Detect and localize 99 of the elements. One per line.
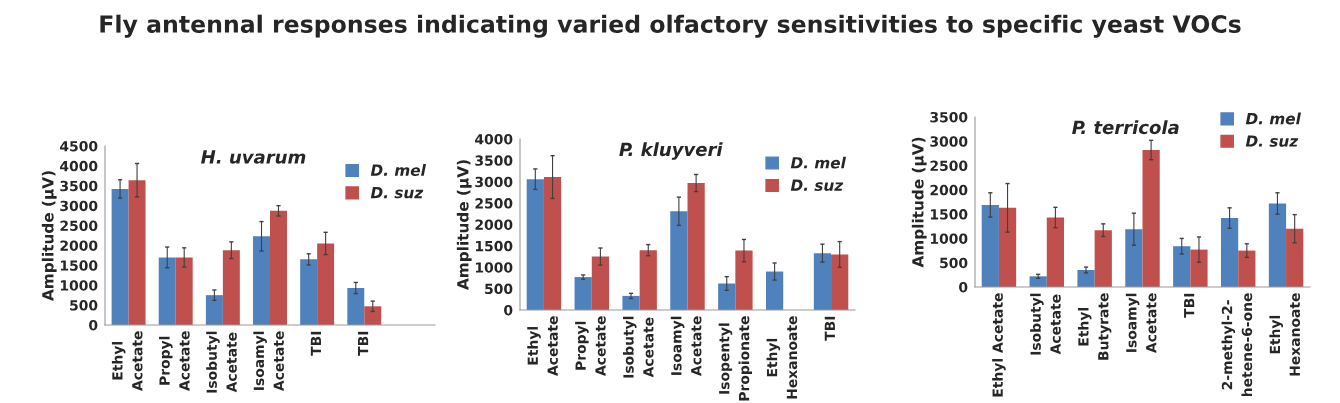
- bar: [253, 236, 270, 325]
- y-tick-label: 2500: [60, 220, 98, 232]
- bar: [1190, 249, 1208, 287]
- y-tick-label: 0: [959, 281, 968, 293]
- bar: [222, 250, 240, 325]
- y-tick-label: 2500: [930, 160, 968, 172]
- bar: [998, 207, 1017, 287]
- y-axis-title: Amplitude (µV): [41, 171, 57, 301]
- x-tick-label: Propyl Acetate: [159, 331, 190, 391]
- text: Fly antennal responses indicating varied olfactory sensitivities to specific yeast VOCs: [100, 14, 1241, 38]
- y-axis-title: Amplitude (µV): [911, 137, 927, 268]
- bar: [1125, 229, 1143, 287]
- legend-label: D. mel: [790, 156, 846, 169]
- y-tick-label: 1000: [930, 233, 968, 244]
- bar: [687, 183, 705, 310]
- bar: [1238, 250, 1256, 287]
- bar: [158, 257, 176, 325]
- x-tick-label: Isopentyl Propionate: [718, 316, 753, 401]
- bar: [1173, 246, 1191, 287]
- bar: [1046, 217, 1065, 287]
- bar: [981, 204, 999, 287]
- x-tick-label: Isobutyl Acetate: [622, 316, 654, 378]
- legend-label: D. mel: [370, 164, 426, 176]
- y-tick-label: 500: [70, 300, 98, 311]
- y-tick-label: 1500: [930, 209, 968, 220]
- y-tick-label: 1500: [60, 260, 98, 271]
- bar: [591, 256, 610, 310]
- bar: [543, 177, 562, 310]
- bar: [1142, 150, 1160, 287]
- chart-title: P. kluyveri: [619, 142, 723, 160]
- y-tick-label: 3500: [60, 180, 98, 192]
- x-tick-label: Isobutyl Acetate: [1030, 293, 1061, 355]
- bar: [364, 306, 382, 325]
- x-tick-label: Isoamyl Acetate: [670, 316, 702, 377]
- y-tick-label: 1000: [60, 280, 98, 291]
- bar: [670, 211, 688, 310]
- y-tick-label: 0: [504, 304, 513, 316]
- y-tick-label: 4000: [475, 133, 513, 145]
- x-tick-label: Isoamyl Acetate: [1125, 293, 1157, 354]
- bar: [1077, 270, 1095, 287]
- bar: [300, 259, 318, 325]
- bar: [813, 253, 832, 310]
- bar: [1286, 228, 1304, 287]
- x-tick-label: Ethyl Acetate: [527, 316, 558, 376]
- legend-label: D. mel: [1245, 112, 1301, 125]
- y-tick-label: 0: [89, 319, 98, 331]
- bar: [205, 295, 223, 325]
- bar: [270, 210, 287, 325]
- chart-title: P. terricola: [1072, 120, 1179, 135]
- y-tick-label: 2000: [930, 184, 968, 196]
- y-tick-label: 3500: [930, 111, 968, 123]
- bar: [111, 188, 129, 325]
- bar: [718, 283, 736, 310]
- x-tick-label: Isoamyl Acetate: [253, 331, 284, 392]
- y-tick-label: 3000: [475, 176, 513, 188]
- y-tick-label: 1000: [475, 262, 513, 273]
- y-tick-label: 2000: [475, 219, 513, 230]
- bar: [622, 295, 640, 310]
- bar: [831, 254, 849, 310]
- x-tick-label: TBI: [310, 331, 321, 356]
- x-tick-label: TBI: [357, 331, 369, 356]
- y-tick-label: 4500: [60, 140, 98, 152]
- x-tick-label: Ethyl Hexanoate: [766, 316, 798, 399]
- x-tick-label: Ethyl Acetate: [992, 293, 1006, 397]
- bar: [526, 179, 544, 310]
- bar: [639, 250, 657, 310]
- y-tick-label: 1500: [475, 240, 513, 252]
- y-tick-label: 3000: [60, 200, 98, 212]
- x-tick-label: Ethyl Butyrate: [1077, 293, 1112, 360]
- y-tick-label: 2000: [60, 240, 98, 251]
- y-axis-title: Amplitude (µV): [456, 160, 472, 290]
- bar: [765, 271, 784, 310]
- x-tick-label: Ethyl Hexanoate: [1269, 293, 1301, 376]
- legend-label: D. suz: [1245, 135, 1299, 147]
- bar: [347, 288, 365, 325]
- y-tick-label: 4000: [60, 160, 98, 172]
- bar: [735, 250, 753, 310]
- bar: [128, 180, 146, 325]
- x-tick-label: Ethyl Acetate: [111, 331, 143, 391]
- y-tick-label: 3500: [475, 155, 513, 166]
- bar: [574, 277, 592, 310]
- x-tick-label: Propyl Acetate: [575, 316, 606, 376]
- bar: [1268, 203, 1287, 287]
- x-tick-label: TBI: [1184, 293, 1195, 318]
- x-tick-label: TBI: [824, 316, 835, 341]
- bar: [175, 257, 193, 325]
- bar: [1094, 230, 1112, 287]
- chart-title: H. uvarum: [201, 150, 306, 164]
- x-tick-label: Isobutyl Acetate: [206, 331, 237, 393]
- legend-label: D. suz: [370, 187, 424, 199]
- x-tick-label: 2-methyl-2- hetene-6-one: [1221, 293, 1253, 397]
- bar: [1029, 276, 1047, 287]
- y-tick-label: 3000: [930, 136, 968, 147]
- y-tick-label: 500: [940, 257, 968, 269]
- bar: [317, 243, 335, 325]
- y-tick-label: 500: [485, 283, 513, 295]
- bar: [1220, 218, 1239, 287]
- legend-label: D. suz: [790, 179, 844, 191]
- y-tick-label: 2500: [475, 198, 513, 209]
